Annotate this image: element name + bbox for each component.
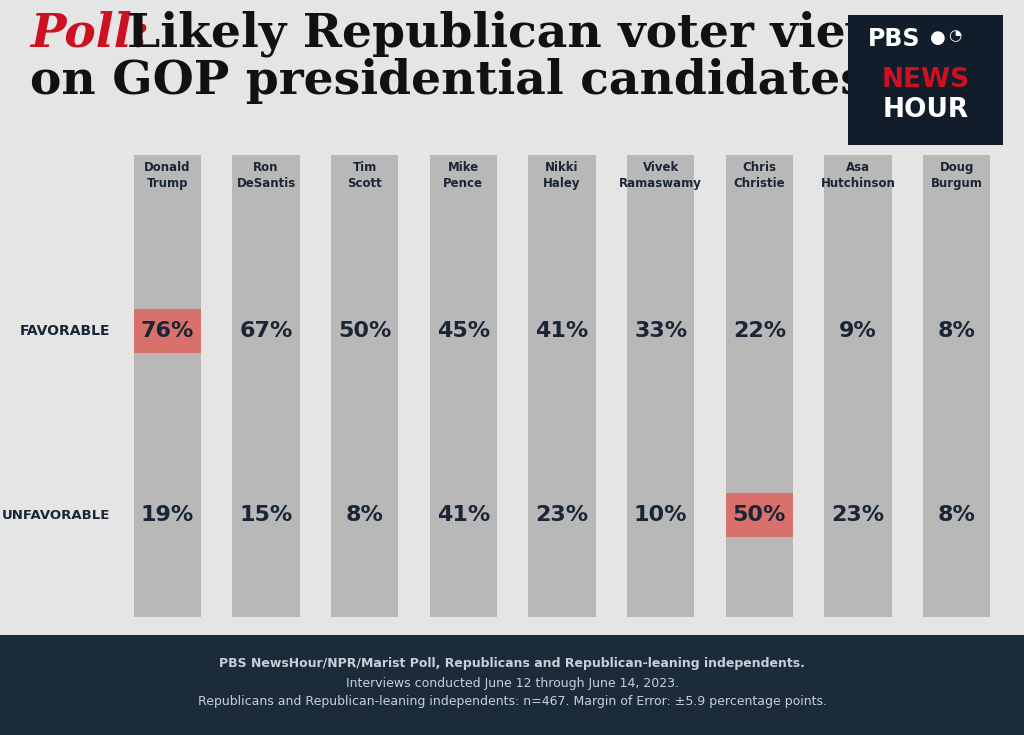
Text: 22%: 22% xyxy=(733,320,785,340)
Bar xyxy=(0,635,1024,735)
Text: Poll:: Poll: xyxy=(30,10,150,56)
Text: 19%: 19% xyxy=(140,506,194,526)
Bar xyxy=(134,309,201,353)
Text: 41%: 41% xyxy=(436,506,489,526)
Bar xyxy=(726,155,793,617)
Bar xyxy=(923,155,990,617)
Text: ●: ● xyxy=(930,29,946,47)
Text: FAVORABLE: FAVORABLE xyxy=(19,323,110,337)
Text: Tim
Scott: Tim Scott xyxy=(347,161,382,190)
Text: Ron
DeSantis: Ron DeSantis xyxy=(237,161,296,190)
Text: 50%: 50% xyxy=(732,506,786,526)
Text: Republicans and Republican-leaning independents: n=467. Margin of Error: ±5.9 pe: Republicans and Republican-leaning indep… xyxy=(198,695,826,708)
Text: 41%: 41% xyxy=(536,320,589,340)
Text: Interviews conducted June 12 through June 14, 2023.: Interviews conducted June 12 through Jun… xyxy=(345,677,679,690)
Bar xyxy=(134,155,201,617)
Text: 15%: 15% xyxy=(240,506,293,526)
Text: ◔: ◔ xyxy=(948,28,962,43)
Text: Asa
Hutchinson: Asa Hutchinson xyxy=(820,161,895,190)
Bar xyxy=(726,493,793,537)
Text: NEWS: NEWS xyxy=(882,67,970,93)
Text: 50%: 50% xyxy=(338,320,391,340)
Text: 9%: 9% xyxy=(839,320,877,340)
Bar xyxy=(627,155,694,617)
Text: 45%: 45% xyxy=(437,320,489,340)
Text: Vivek
Ramaswamy: Vivek Ramaswamy xyxy=(620,161,702,190)
Text: HOUR: HOUR xyxy=(883,97,969,123)
Text: PBS NewsHour/NPR/Marist Poll, Republicans and Republican-leaning independents.: PBS NewsHour/NPR/Marist Poll, Republican… xyxy=(219,657,805,670)
Text: 23%: 23% xyxy=(536,506,589,526)
Bar xyxy=(232,155,300,617)
Text: Chris
Christie: Chris Christie xyxy=(733,161,785,190)
Text: 10%: 10% xyxy=(634,506,687,526)
Text: on GOP presidential candidates: on GOP presidential candidates xyxy=(30,58,867,104)
Bar xyxy=(848,15,1002,145)
Text: Nikki
Haley: Nikki Haley xyxy=(544,161,581,190)
Text: 67%: 67% xyxy=(240,320,293,340)
Bar xyxy=(430,155,497,617)
Bar xyxy=(824,155,892,617)
Text: Doug
Burgum: Doug Burgum xyxy=(931,161,983,190)
Text: 8%: 8% xyxy=(346,506,384,526)
Bar xyxy=(528,155,596,617)
Bar xyxy=(331,155,398,617)
Text: 23%: 23% xyxy=(831,506,885,526)
Text: 8%: 8% xyxy=(938,320,976,340)
Text: 33%: 33% xyxy=(634,320,687,340)
Text: Likely Republican voter views: Likely Republican voter views xyxy=(127,10,913,57)
Text: PBS: PBS xyxy=(868,27,921,51)
Text: 8%: 8% xyxy=(938,506,976,526)
Text: Mike
Pence: Mike Pence xyxy=(443,161,483,190)
Text: Donald
Trump: Donald Trump xyxy=(144,161,190,190)
Text: 76%: 76% xyxy=(140,320,194,340)
Text: UNFAVORABLE: UNFAVORABLE xyxy=(2,509,110,522)
